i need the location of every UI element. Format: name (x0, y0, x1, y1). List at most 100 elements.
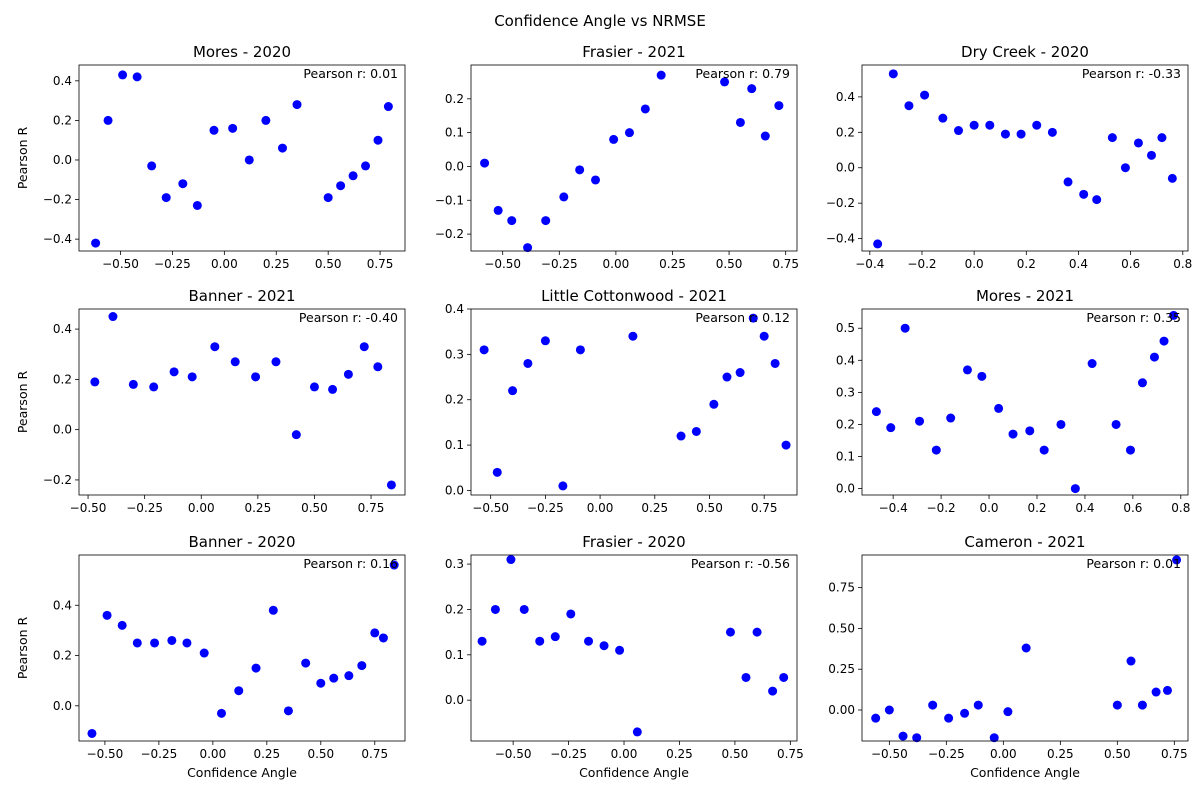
data-point (1149, 352, 1159, 362)
y-tick-label: 0.4 (445, 302, 464, 316)
x-tick-label: 0.25 (666, 747, 693, 761)
data-point (558, 481, 568, 491)
y-tick-label: −0.2 (43, 473, 72, 487)
data-point (747, 84, 757, 94)
data-point (108, 312, 118, 322)
y-tick-label: −0.2 (826, 196, 855, 210)
y-axis-label: Pearson R (15, 617, 30, 680)
y-tick-label: 0.3 (445, 347, 464, 361)
data-point (888, 69, 898, 79)
y-tick-label: 0.0 (445, 483, 464, 497)
x-axis-label: Confidence Angle (970, 765, 1080, 780)
data-point (329, 673, 339, 683)
data-point (103, 115, 113, 125)
x-tick-label: 0.75 (772, 257, 799, 271)
data-point (759, 331, 769, 341)
data-point (283, 706, 293, 716)
data-point (591, 175, 601, 185)
data-point (161, 193, 171, 203)
y-tick-label: 0.50 (828, 621, 855, 635)
data-point (1133, 138, 1143, 148)
data-point (132, 72, 142, 82)
data-point (523, 243, 533, 253)
data-point (898, 731, 908, 741)
y-tick-label: 0.4 (836, 90, 855, 104)
data-point (575, 345, 585, 355)
data-point (938, 113, 948, 123)
y-tick-label: −0.1 (435, 193, 464, 207)
x-tick-label: −0.25 (928, 747, 965, 761)
data-point (609, 134, 619, 144)
data-point (1162, 685, 1172, 695)
data-point (1087, 359, 1097, 369)
data-point (210, 342, 220, 352)
axes-frame (861, 554, 1189, 742)
data-point (912, 733, 922, 743)
y-tick-label: −0.2 (43, 193, 72, 207)
subplot-title: Cameron - 2021 (964, 533, 1085, 551)
data-point (230, 357, 240, 367)
data-point (1172, 555, 1182, 565)
x-tick-label: 0.00 (603, 257, 630, 271)
data-point (884, 705, 894, 715)
data-point (752, 627, 762, 637)
x-tick-label: 0.8 (1171, 501, 1190, 515)
x-tick-label: 0.25 (641, 501, 668, 515)
data-point (1092, 195, 1102, 205)
data-point (973, 700, 983, 710)
y-tick-label: 0.25 (828, 662, 855, 676)
data-point (1039, 445, 1049, 455)
axes-frame (78, 308, 406, 496)
data-point (216, 708, 226, 718)
data-point (632, 727, 642, 737)
axes-frame (470, 64, 798, 252)
data-point (722, 372, 732, 382)
x-tick-label: −0.25 (154, 257, 191, 271)
subplot-title: Little Cottonwood - 2021 (541, 287, 727, 305)
subplot-title: Frasier - 2021 (582, 43, 685, 61)
x-tick-label: 0.50 (301, 501, 328, 515)
axes-frame (861, 308, 1189, 496)
data-point (640, 104, 650, 114)
y-tick-label: 0.1 (836, 450, 855, 464)
data-point (1137, 378, 1147, 388)
data-point (709, 399, 719, 409)
data-point (768, 686, 778, 696)
y-tick-label: 0.0 (836, 482, 855, 496)
x-tick-label: 0.50 (1104, 747, 1131, 761)
data-point (523, 358, 533, 368)
data-point (87, 728, 97, 738)
y-axis-label: Pearson R (15, 371, 30, 434)
x-tick-label: 0.00 (211, 257, 238, 271)
data-point (507, 216, 517, 226)
x-tick-label: −0.25 (126, 501, 163, 515)
subplot-5: Little Cottonwood - 2021 −0.50 −0.25 0.00 0.… (445, 287, 798, 515)
data-point (774, 101, 784, 111)
y-tick-label: 0.4 (53, 598, 72, 612)
data-point (781, 440, 791, 450)
pearson-annotation: Pearson r: 0.79 (695, 66, 790, 81)
data-point (386, 480, 396, 490)
x-tick-label: 0.00 (199, 747, 226, 761)
pearson-annotation: Pearson r: 0.35 (1086, 310, 1181, 325)
data-point (508, 386, 518, 396)
data-point (244, 155, 254, 165)
data-point (359, 342, 369, 352)
data-point (540, 336, 550, 346)
x-tick-label: 0.6 (1123, 501, 1142, 515)
x-tick-label: −0.50 (495, 747, 532, 761)
x-tick-label: 0.75 (751, 501, 778, 515)
y-tick-label: 0.2 (445, 92, 464, 106)
y-tick-label: 0.75 (828, 581, 855, 595)
x-tick-label: 0.75 (777, 747, 804, 761)
data-point (292, 100, 302, 110)
data-point (575, 165, 585, 175)
x-tick-label: 0.50 (315, 257, 342, 271)
data-point (953, 126, 963, 136)
data-point (1032, 120, 1042, 130)
data-point (328, 384, 338, 394)
x-tick-label: −0.2 (907, 257, 936, 271)
data-point (118, 70, 128, 80)
data-point (960, 708, 970, 718)
data-point (1000, 129, 1010, 139)
